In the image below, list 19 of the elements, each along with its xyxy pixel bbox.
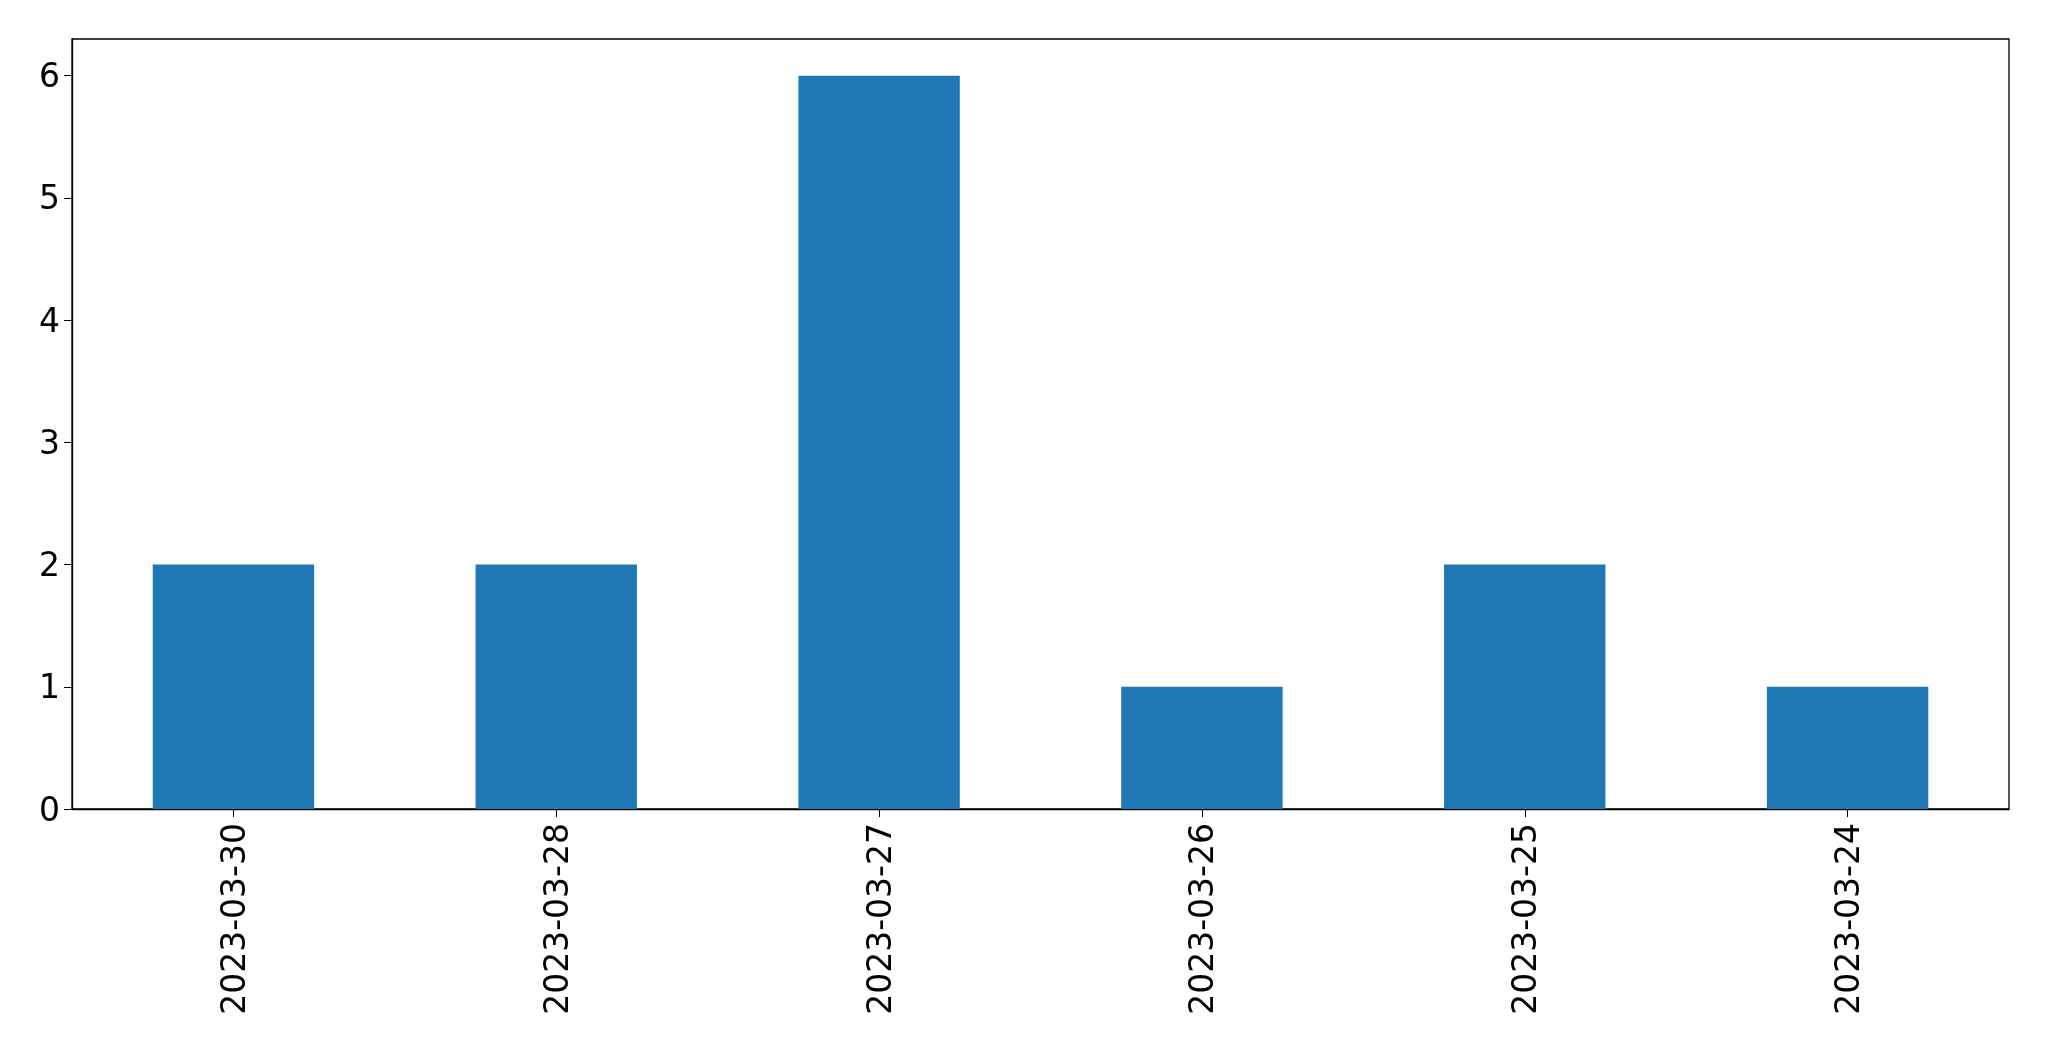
bar	[798, 75, 960, 809]
y-tick-label: 1	[39, 667, 60, 707]
bar	[1121, 686, 1283, 809]
x-tick-label: 2023-03-25	[1505, 823, 1545, 1015]
x-tick-label: 2023-03-27	[859, 823, 899, 1015]
y-tick-label: 3	[39, 422, 60, 462]
x-tick-label: 2023-03-26	[1182, 823, 1222, 1015]
x-tick-label: 2023-03-24	[1828, 823, 1868, 1015]
x-tick-label: 2023-03-30	[213, 823, 253, 1015]
y-tick-label: 5	[39, 178, 60, 218]
y-tick-label: 6	[39, 56, 60, 96]
y-tick-label: 2	[39, 545, 60, 585]
x-tick-label: 2023-03-28	[536, 823, 576, 1015]
bar	[475, 564, 637, 809]
y-tick-label: 4	[39, 300, 60, 340]
y-tick-label: 0	[39, 789, 60, 829]
bar	[1766, 686, 1929, 809]
bar	[152, 564, 315, 809]
bar	[1444, 564, 1606, 809]
